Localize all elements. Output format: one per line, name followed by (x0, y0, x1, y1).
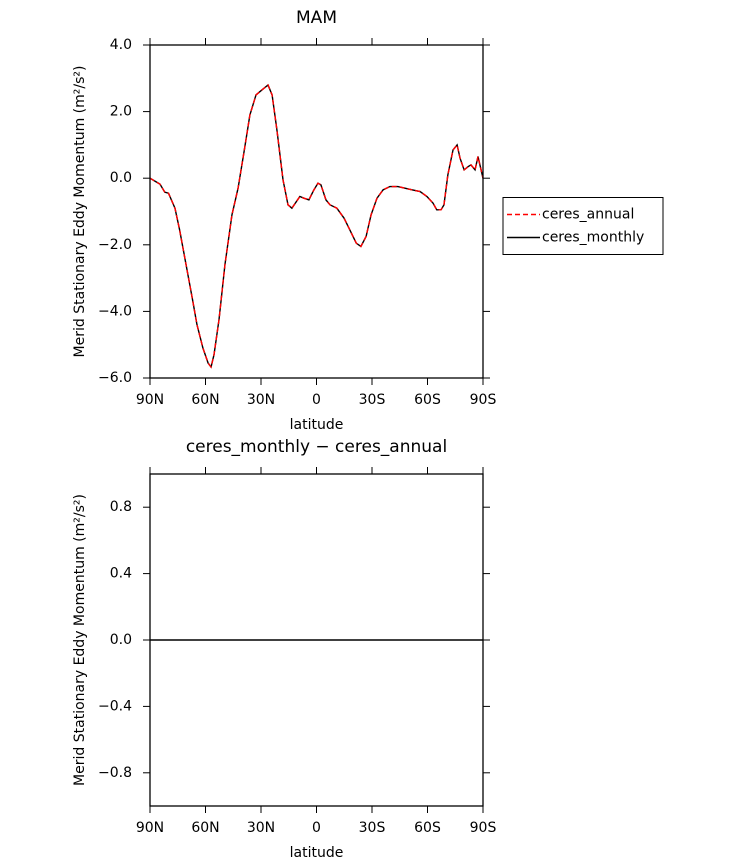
x-tick-label: 30N (247, 392, 275, 408)
y-tick-label: 0.8 (110, 499, 132, 515)
x-tick-label: 0 (312, 392, 321, 408)
plot-frame (149, 473, 484, 807)
chart-title: MAM (296, 8, 337, 28)
x-tick-label: 60N (191, 392, 219, 408)
x-tick-label: 90S (470, 820, 497, 836)
chart: ceres_monthly − ceres_annual latitude Meri… (72, 437, 496, 861)
x-tick-label: 30S (359, 392, 386, 408)
y-tick-label: −2.0 (98, 237, 132, 253)
x-tick-label: 90N (136, 820, 164, 836)
legend-label: ceres_monthly (542, 230, 644, 246)
legend-frame (502, 197, 664, 255)
x-axis-label: latitude (290, 845, 344, 861)
x-tick-label: 60S (414, 392, 441, 408)
x-tick-label: 30S (359, 820, 386, 836)
x-tick-label: 60S (414, 820, 441, 836)
y-tick-label: −0.8 (98, 765, 132, 781)
y-tick-label: −4.0 (98, 303, 132, 319)
y-tick-label: −6.0 (98, 370, 132, 386)
x-tick-label: 60N (191, 820, 219, 836)
x-tick-label: 90S (470, 392, 497, 408)
x-axis-label: latitude (290, 417, 344, 433)
chart-title: ceres_monthly − ceres_annual (186, 437, 447, 457)
x-tick-label: 30N (247, 820, 275, 836)
y-tick-label: −0.4 (98, 698, 132, 714)
data-line (149, 83, 484, 369)
x-tick-label: 0 (312, 820, 321, 836)
y-axis-label: Merid Stationary Eddy Momentum (m²/s²) (72, 494, 88, 786)
chart: MAM latitude Merid Stationary Eddy Momentu… (72, 8, 664, 433)
x-tick-label: 90N (136, 392, 164, 408)
y-tick-label: 0.4 (110, 566, 132, 582)
y-axis-label: Merid Stationary Eddy Momentum (m²/s²) (72, 66, 88, 358)
y-tick-label: 2.0 (110, 104, 132, 120)
data-line (149, 83, 484, 369)
legend: ceres_annual ceres_monthly (502, 197, 664, 255)
y-tick-label: 0.0 (110, 632, 132, 648)
y-tick-label: 4.0 (110, 37, 132, 53)
y-tick-label: 0.0 (110, 170, 132, 186)
legend-label: ceres_annual (542, 207, 634, 223)
plot-frame (149, 44, 484, 379)
